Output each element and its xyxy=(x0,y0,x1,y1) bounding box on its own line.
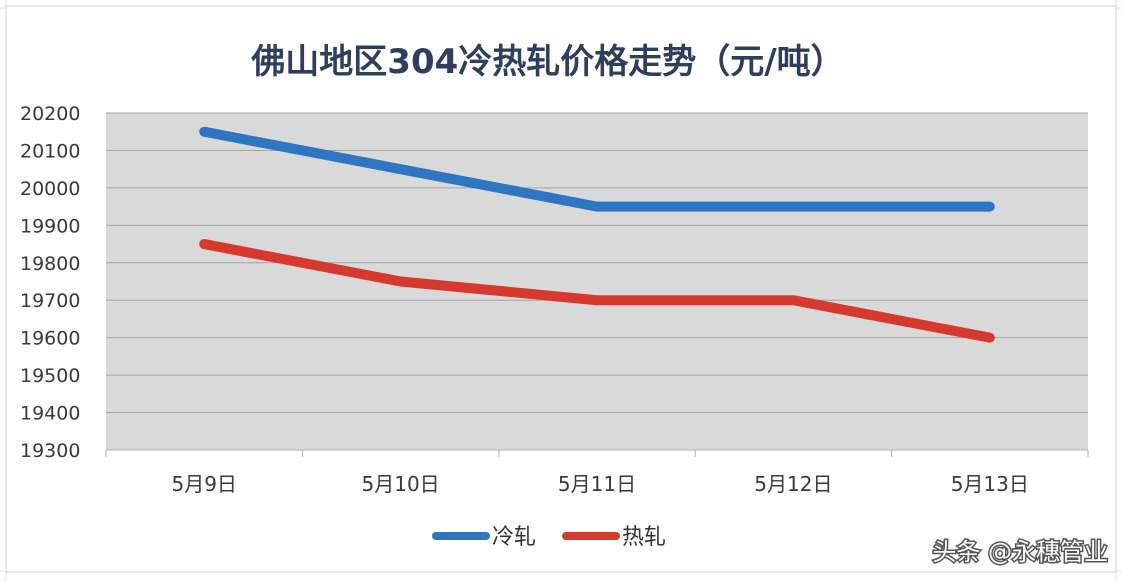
y-axis: 20200 20100 20000 19900 19800 19700 19600 19500… xyxy=(20,103,80,462)
x-tick-label: 5月9日 xyxy=(171,472,236,496)
series-line xyxy=(199,239,995,343)
y-tick-label: 20200 xyxy=(20,103,80,125)
y-tick-label: 19800 xyxy=(20,253,80,275)
series-lines xyxy=(199,126,995,343)
y-tick-label: 20100 xyxy=(20,140,80,162)
watermark: 头条 @永穗管业 xyxy=(932,538,1108,566)
x-tick-label: 5月10日 xyxy=(362,472,440,496)
x-tick-label: 5月12日 xyxy=(754,472,832,496)
legend: 冷轧 热轧 xyxy=(432,525,666,550)
y-tick-label: 19400 xyxy=(20,403,80,425)
x-tick-label: 5月13日 xyxy=(951,472,1029,496)
chart-title: 佛山地区304冷热轧价格走势（元/吨） xyxy=(250,42,844,82)
y-tick-label: 19900 xyxy=(20,215,80,237)
y-tick-label: 19600 xyxy=(20,328,80,350)
x-axis: 5月9日 5月10日 5月11日 5月12日 5月13日 xyxy=(105,449,1089,496)
x-tick-label: 5月11日 xyxy=(558,472,636,496)
plot-area xyxy=(106,113,1088,450)
legend-label: 冷轧 xyxy=(492,525,536,550)
y-tick-label: 20000 xyxy=(20,178,80,200)
legend-label: 热轧 xyxy=(622,525,666,550)
y-tick-label: 19500 xyxy=(20,365,80,387)
y-tick-label: 19700 xyxy=(20,290,80,312)
series-line xyxy=(199,126,995,212)
y-tick-label: 19300 xyxy=(20,440,80,462)
